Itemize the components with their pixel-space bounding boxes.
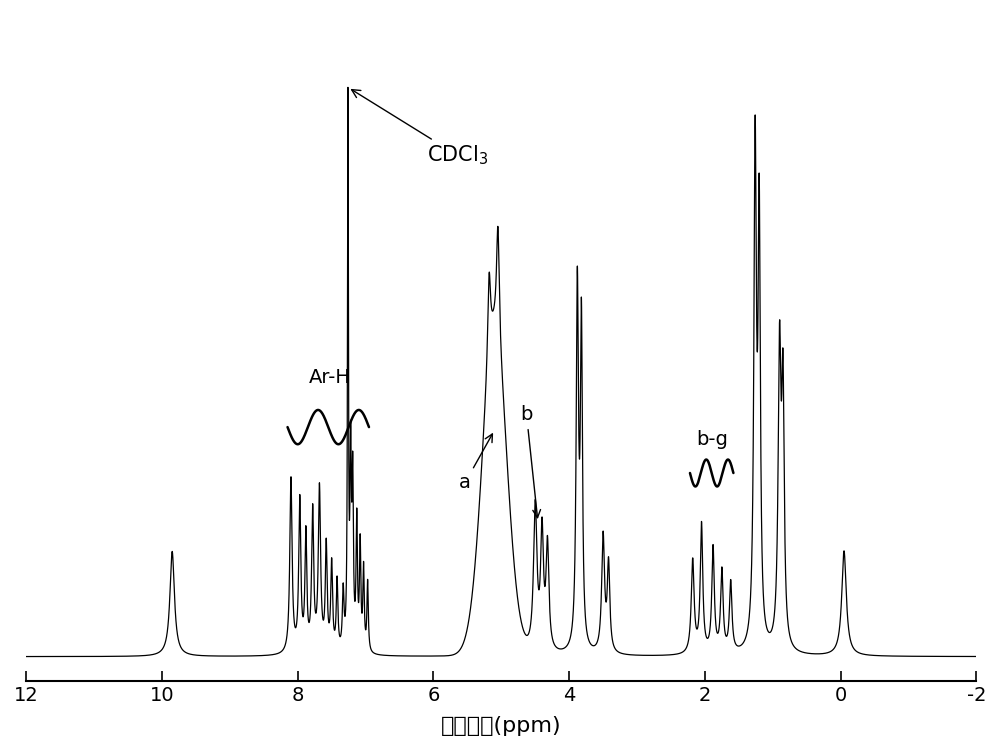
Text: b: b	[520, 405, 541, 517]
Text: CDCl$_3$: CDCl$_3$	[352, 90, 488, 167]
Text: a: a	[459, 434, 492, 492]
X-axis label: 化学位移(ppm): 化学位移(ppm)	[441, 716, 562, 736]
Text: b-g: b-g	[696, 430, 728, 448]
Text: Ar-H: Ar-H	[309, 368, 351, 387]
